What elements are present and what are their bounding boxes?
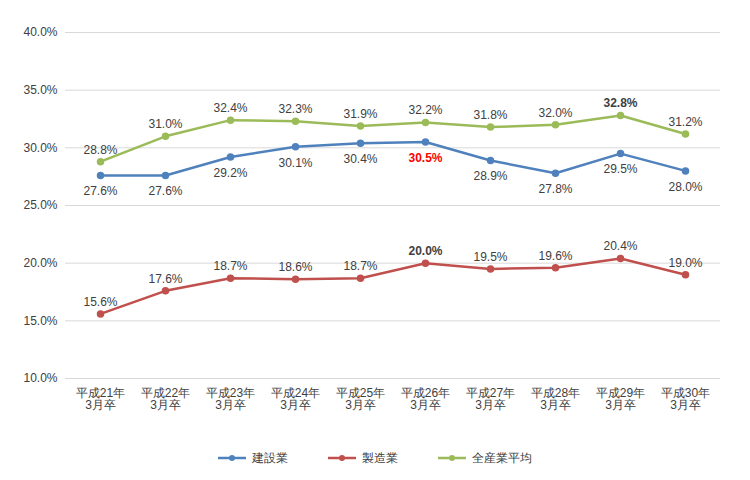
html-text:製造業: 製造業: [362, 450, 398, 465]
svg-text:17.6%: 17.6%: [148, 272, 182, 286]
svg-text:19.5%: 19.5%: [473, 250, 507, 264]
svg-text:31.2%: 31.2%: [668, 115, 702, 129]
svg-text:10.0%: 10.0%: [23, 371, 57, 385]
svg-text:31.9%: 31.9%: [343, 107, 377, 121]
html-text:建設業: 建設業: [252, 450, 288, 465]
svg-text:19.0%: 19.0%: [668, 256, 702, 270]
svg-text:30.4%: 30.4%: [343, 152, 377, 166]
svg-text:28.9%: 28.9%: [473, 169, 507, 183]
svg-text:18.7%: 18.7%: [343, 259, 377, 273]
svg-text:平成22年3月卒: 平成22年3月卒: [141, 386, 190, 412]
svg-text:29.5%: 29.5%: [603, 162, 637, 176]
svg-text:25.0%: 25.0%: [23, 198, 57, 212]
svg-text:平成30年3月卒: 平成30年3月卒: [661, 386, 710, 412]
svg-text:32.4%: 32.4%: [213, 101, 247, 115]
svg-text:平成24年3月卒: 平成24年3月卒: [271, 386, 320, 412]
svg-text:平成23年3月卒: 平成23年3月卒: [206, 386, 255, 412]
svg-text:31.0%: 31.0%: [148, 117, 182, 131]
svg-text:29.2%: 29.2%: [213, 166, 247, 180]
svg-text:30.5%: 30.5%: [408, 151, 442, 165]
svg-text:30.0%: 30.0%: [23, 141, 57, 155]
svg-text:31.8%: 31.8%: [473, 108, 507, 122]
html-text:全産業平均: 全産業平均: [472, 450, 532, 465]
svg-text:平成26年3月卒: 平成26年3月卒: [401, 386, 450, 412]
svg-text:32.0%: 32.0%: [538, 106, 572, 120]
svg-text:28.0%: 28.0%: [668, 180, 702, 194]
svg-text:30.1%: 30.1%: [278, 156, 312, 170]
svg-text:平成29年3月卒: 平成29年3月卒: [596, 386, 645, 412]
svg-text:27.6%: 27.6%: [83, 184, 117, 198]
svg-text:平成27年3月卒: 平成27年3月卒: [466, 386, 515, 412]
svg-text:32.3%: 32.3%: [278, 102, 312, 116]
svg-text:35.0%: 35.0%: [23, 83, 57, 97]
svg-text:20.4%: 20.4%: [603, 239, 637, 253]
svg-text:19.6%: 19.6%: [538, 249, 572, 263]
svg-text:27.8%: 27.8%: [538, 182, 572, 196]
svg-text:40.0%: 40.0%: [23, 25, 57, 39]
svg-text:20.0%: 20.0%: [408, 244, 442, 258]
svg-text:20.0%: 20.0%: [23, 256, 57, 270]
svg-text:平成25年3月卒: 平成25年3月卒: [336, 386, 385, 412]
svg-text:平成21年3月卒: 平成21年3月卒: [76, 386, 125, 412]
svg-text:18.7%: 18.7%: [213, 259, 247, 273]
svg-text:28.8%: 28.8%: [83, 143, 117, 157]
svg-text:32.8%: 32.8%: [603, 96, 637, 110]
svg-text:平成28年3月卒: 平成28年3月卒: [531, 386, 580, 412]
svg-text:32.2%: 32.2%: [408, 103, 442, 117]
svg-text:15.0%: 15.0%: [23, 314, 57, 328]
svg-text:15.6%: 15.6%: [83, 295, 117, 309]
svg-text:18.6%: 18.6%: [278, 260, 312, 274]
svg-text:27.6%: 27.6%: [148, 184, 182, 198]
